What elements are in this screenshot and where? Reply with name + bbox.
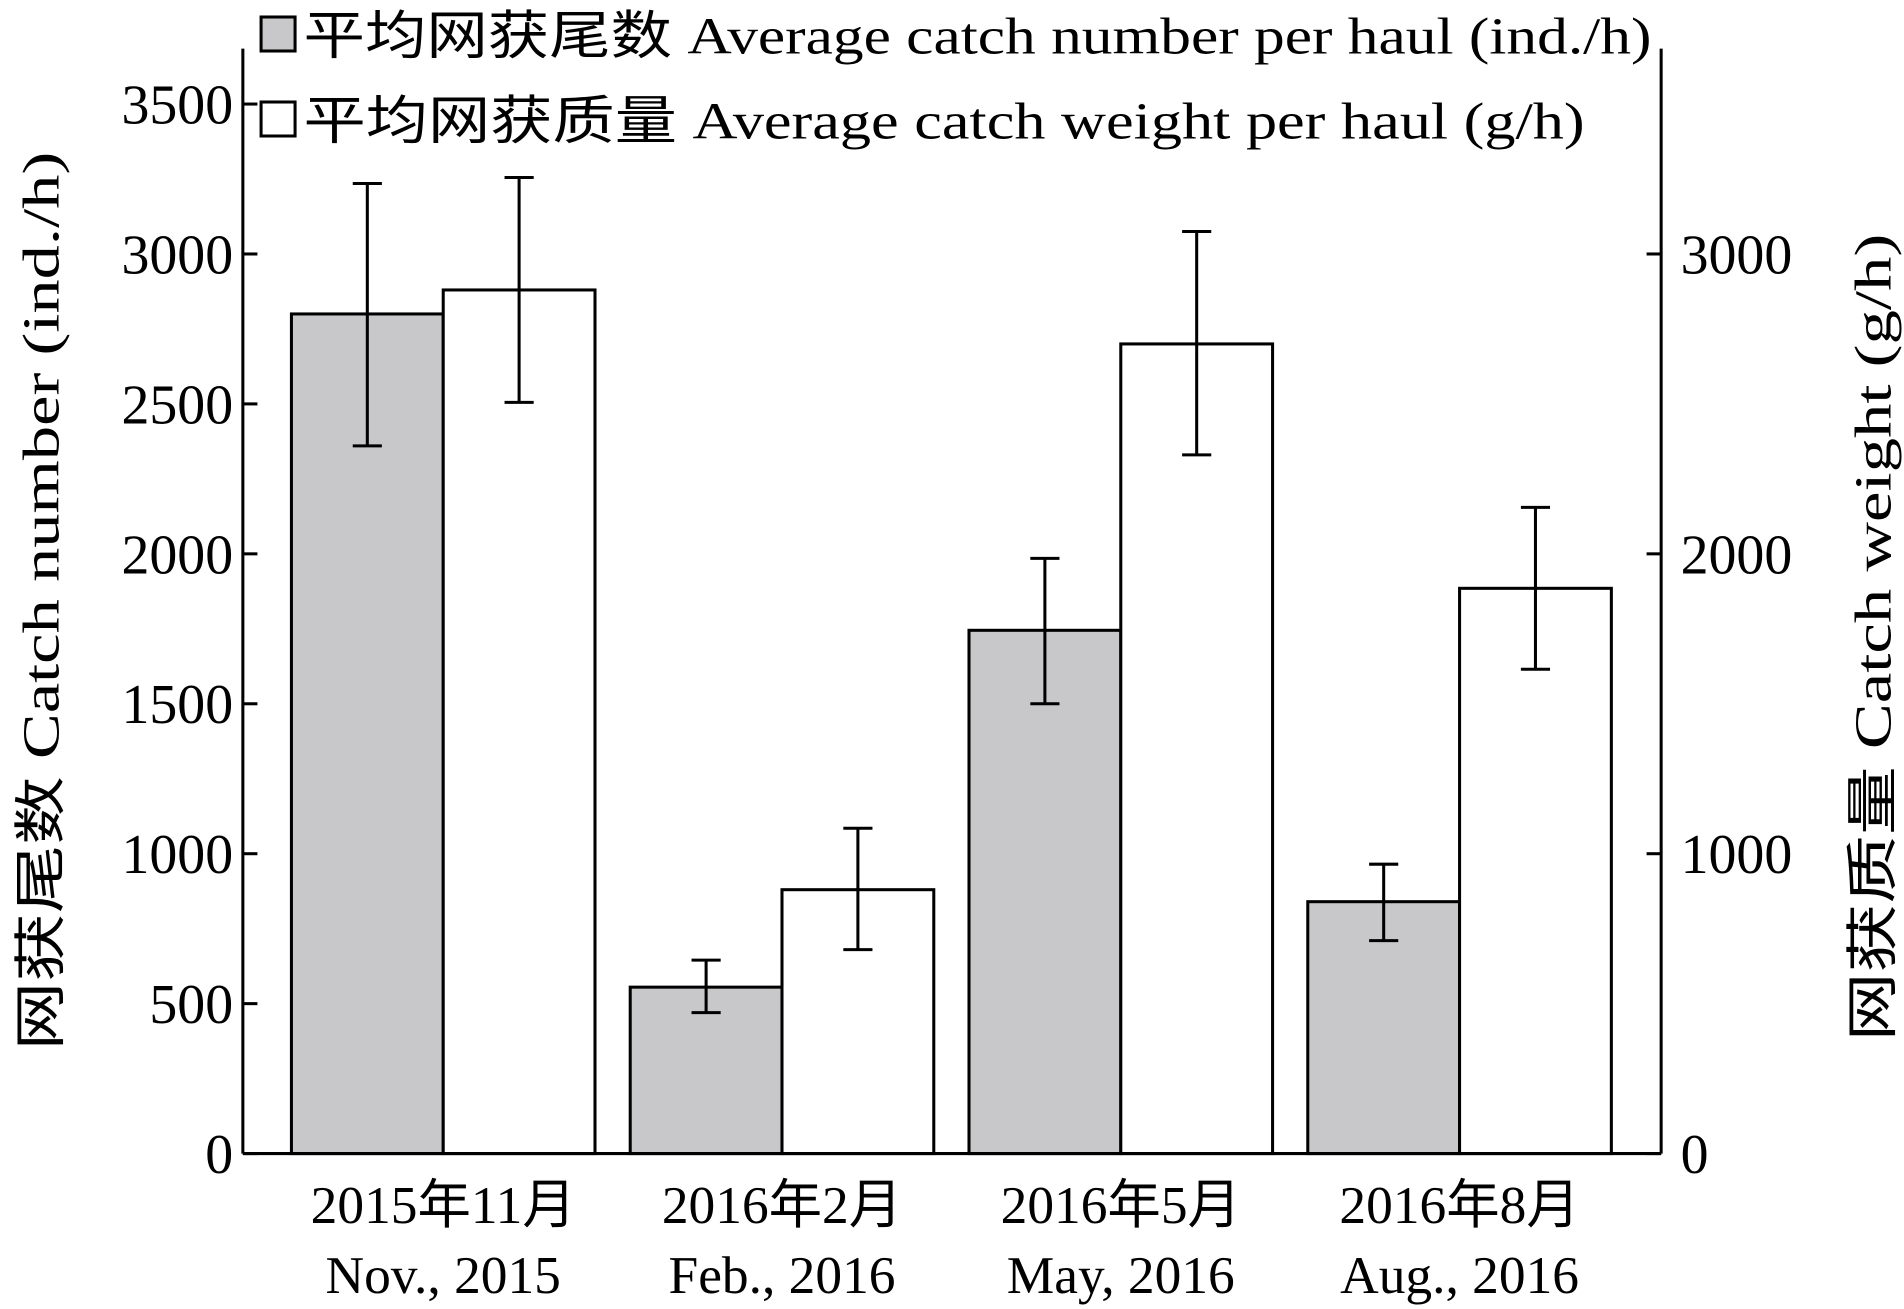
bar-weight-2 <box>1119 342 1275 1156</box>
y-tick-label-right: 3000 <box>1681 224 1793 286</box>
x-tick-label-en: Aug., 2016 <box>1340 1245 1579 1305</box>
x-tick-label-cn: 2016年8月 <box>1339 1175 1579 1235</box>
bar-weight-0 <box>441 288 597 1156</box>
x-tick-label-cn: 2016年2月 <box>662 1175 902 1235</box>
legend-swatch-weight <box>259 100 297 138</box>
x-tick-label-cn: 2016年5月 <box>1001 1175 1241 1235</box>
legend-label-number: 平均网获尾数 Average catch number per haul (in… <box>304 7 1652 65</box>
y-tick-label-right: 1000 <box>1681 824 1793 886</box>
bar-number-0 <box>289 312 445 1156</box>
y-tick-label-left: 500 <box>149 974 233 1036</box>
legend-swatch-number <box>259 15 297 53</box>
y-tick-label-left: 2000 <box>121 524 233 586</box>
x-tick-label-en: Feb., 2016 <box>669 1245 896 1305</box>
y-tick-label-right: 0 <box>1681 1124 1709 1186</box>
y-tick-label-right: 2000 <box>1681 524 1793 586</box>
x-tick-label-cn: 2015年11月 <box>311 1175 576 1235</box>
bar-number-3 <box>1306 900 1462 1156</box>
legend: 平均网获尾数 Average catch number per haul (in… <box>259 7 1652 150</box>
y-tick-label-left: 1000 <box>121 824 233 886</box>
bar-number-2 <box>967 628 1123 1156</box>
y-axis-label-right: 网获质量 Catch weight (g/h) <box>1845 234 1903 1042</box>
x-tick-label-en: Nov., 2015 <box>326 1245 561 1305</box>
y-tick-label-left: 3500 <box>121 74 233 136</box>
y-tick-label-left: 1500 <box>121 674 233 736</box>
y-tick-label-left: 2500 <box>121 374 233 436</box>
y-tick-label-left: 3000 <box>121 224 233 286</box>
legend-label-weight: 平均网获质量 Average catch weight per haul (g/… <box>304 92 1585 150</box>
y-axis-label-left: 网获尾数 Catch number (ind./h) <box>12 152 70 1051</box>
y-tick-label-left: 0 <box>205 1124 233 1186</box>
bar-weight-3 <box>1458 586 1613 1156</box>
x-tick-label-en: May, 2016 <box>1007 1245 1235 1305</box>
